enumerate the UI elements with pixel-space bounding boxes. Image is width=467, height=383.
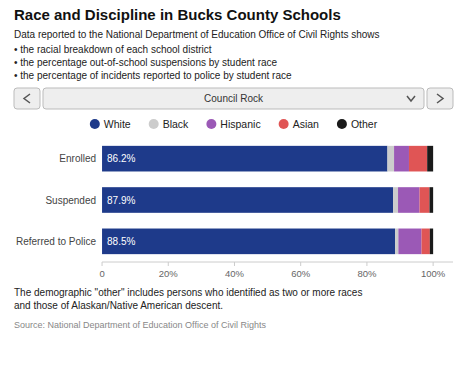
dropdown[interactable]: Council Rock: [43, 88, 424, 109]
bar-segment: [387, 146, 394, 172]
bar-segment: [398, 187, 420, 213]
bar-segment: [420, 187, 430, 213]
background: [0, 0, 467, 383]
legend-label: Other: [351, 118, 378, 130]
bars: [102, 146, 433, 254]
next-button[interactable]: [427, 88, 453, 109]
legend-label: Black: [163, 118, 189, 130]
bar-segment: [394, 146, 409, 172]
bar-segment: [398, 229, 421, 255]
legend-item: Hispanic: [206, 118, 260, 130]
footnote: and those of Alaskan/Native American des…: [14, 300, 223, 311]
category-label: Referred to Police: [16, 236, 96, 247]
bar-segment: [102, 187, 393, 213]
x-tick-label: 0: [99, 268, 104, 279]
chart: Race and Discipline in Bucks County Scho…: [0, 0, 467, 383]
data-label: 86.2%: [107, 153, 135, 164]
legend: White Black Hispanic Asian Other: [90, 118, 378, 130]
legend-swatch: [279, 119, 289, 129]
bar-segment: [429, 187, 433, 213]
bar-segment: [102, 146, 387, 172]
bar-segment: [102, 229, 395, 255]
category-label: Suspended: [45, 195, 96, 206]
x-tick-label: 80%: [357, 268, 377, 279]
x-tick: [433, 262, 434, 266]
x-tick: [366, 262, 367, 266]
bullet: • the percentage of incidents reported t…: [14, 70, 292, 81]
legend-swatch: [206, 119, 216, 129]
next-arrow: [437, 94, 443, 103]
legend-swatch: [337, 119, 347, 129]
legend-swatch: [149, 119, 159, 129]
prev-arrow: [24, 94, 30, 103]
bar-segment: [409, 146, 427, 172]
x-tick-label: 40%: [225, 268, 245, 279]
dropdown-chevron: [407, 96, 415, 101]
x-tick-label: 100%: [421, 268, 446, 279]
subtitle: Data reported to the National Department…: [14, 29, 380, 40]
bar-segment: [395, 229, 398, 255]
data-label: 87.9%: [107, 195, 135, 206]
footnote: The demographic "other" includes persons…: [14, 287, 362, 298]
data-label: 88.5%: [107, 236, 135, 247]
prev-button[interactable]: [14, 88, 40, 109]
bar-segment: [422, 229, 430, 255]
legend-label: Hispanic: [220, 118, 260, 130]
legend-label: White: [104, 118, 131, 130]
prev-button-box: [14, 88, 40, 109]
dropdown-label: Council Rock: [204, 93, 264, 104]
bar-segment: [393, 187, 398, 213]
x-axis-line: [102, 262, 453, 263]
legend-item: Other: [337, 118, 378, 130]
legend-item: Black: [149, 118, 189, 130]
source: Source: National Department of Education…: [14, 320, 266, 330]
next-button-box: [427, 88, 453, 109]
x-tick-label: 20%: [159, 268, 179, 279]
legend-item: Asian: [279, 118, 319, 130]
legend-label: Asian: [293, 118, 319, 130]
bar-segment: [430, 229, 433, 255]
x-tick: [300, 262, 301, 266]
x-tick: [102, 262, 103, 266]
bar-segment: [427, 146, 433, 172]
legend-item: White: [90, 118, 131, 130]
category-label: Enrolled: [59, 153, 96, 164]
bullet: • the racial breakdown of each school di…: [14, 44, 212, 55]
x-tick-label: 60%: [291, 268, 311, 279]
x-tick: [234, 262, 235, 266]
dropdown-box: [43, 88, 424, 109]
title: Race and Discipline in Bucks County Scho…: [14, 6, 341, 23]
x-tick: [168, 262, 169, 266]
bullet: • the percentage out-of-school suspensio…: [14, 57, 278, 68]
legend-swatch: [90, 119, 100, 129]
